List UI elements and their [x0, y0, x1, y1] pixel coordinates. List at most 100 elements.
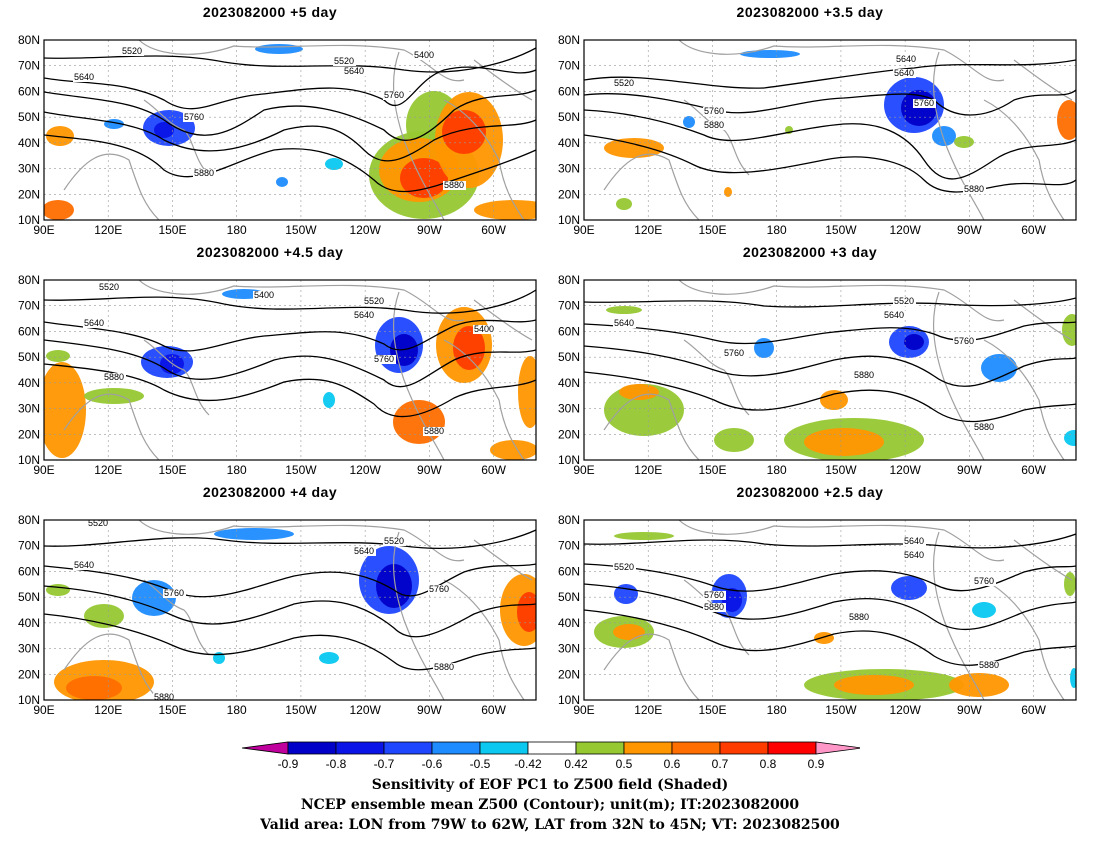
sensitivity-shade: [214, 528, 294, 540]
coastline: [932, 291, 985, 460]
coastline: [683, 339, 750, 416]
lon-tick-label: 180: [767, 463, 787, 477]
contour-label-bg: [423, 427, 446, 436]
contour-label: 5880: [964, 184, 984, 194]
sensitivity-shade: [490, 440, 536, 460]
contour-label: 5880: [104, 372, 124, 382]
lat-tick-label: 20N: [18, 667, 40, 681]
contour-label: 5760: [704, 106, 724, 116]
lon-tick-label: 90E: [573, 703, 594, 717]
sensitivity-shade: [319, 652, 339, 664]
sensitivity-shade: [255, 44, 303, 54]
sensitivity-shade: [84, 388, 144, 404]
z500-contour: [584, 609, 1076, 666]
lat-tick-label: 70N: [18, 299, 40, 313]
lat-tick-label: 60N: [18, 84, 40, 98]
lat-tick-label: 50N: [558, 590, 580, 604]
z500-contour: [44, 363, 536, 418]
sensitivity-shade: [954, 136, 974, 148]
colorbar-max-arrow: [815, 741, 860, 755]
lat-tick-label: 30N: [18, 642, 40, 656]
contour-label: 5760: [954, 336, 974, 346]
lat-tick-label: 40N: [558, 616, 580, 630]
sensitivity-shade: [814, 632, 834, 644]
contour-label-bg: [973, 423, 996, 432]
coastline: [138, 40, 465, 82]
map-svg: 5520 5640 5640 5760 5760 5880 5880 80N 70N 60N 50N…: [558, 273, 1077, 477]
contour-label-bg: [703, 591, 726, 600]
contour-label-bg: [87, 520, 110, 528]
contour-label: 5520: [334, 56, 354, 66]
colorbar-label: 0.42: [564, 757, 588, 771]
z500-contour: [44, 111, 536, 162]
lat-tick-label: 10N: [558, 453, 580, 467]
sensitivity-shade: [619, 384, 659, 400]
lon-tick-label: 60W: [481, 463, 506, 477]
lon-tick-label: 120W: [349, 703, 381, 717]
sensitivity-shade: [46, 126, 74, 146]
contour-label-bg: [373, 355, 396, 364]
contour-label: 5880: [154, 692, 174, 702]
caption-line-1: Sensitivity of EOF PC1 to Z500 field (Sh…: [371, 777, 729, 793]
lon-tick-label: 90W: [957, 463, 982, 477]
map-svg: 5520 5400552056405640576057605880588080N7…: [18, 33, 537, 237]
contour-label: 5760: [429, 584, 449, 594]
z500-contour: [44, 529, 536, 549]
sensitivity-shade: [614, 532, 674, 540]
lon-tick-label: 90W: [417, 463, 442, 477]
sensitivity-shade: [834, 675, 914, 695]
lat-tick-label: 20N: [558, 427, 580, 441]
lat-tick-label: 80N: [558, 513, 580, 527]
lat-tick-label: 60N: [18, 564, 40, 578]
colorbar-swatch: [767, 741, 817, 755]
sensitivity-shade: [614, 584, 638, 604]
lon-tick-label: 150W: [285, 223, 317, 237]
contour-label: 5520: [614, 562, 634, 572]
contour-label: 5400: [474, 324, 494, 334]
contour-label: 5760: [384, 90, 404, 100]
coastline: [1013, 539, 1073, 581]
sensitivity-shade: [276, 177, 288, 187]
contour-label-bg: [913, 99, 936, 108]
lon-tick-label: 150W: [285, 703, 317, 717]
lon-tick-label: 180: [767, 223, 787, 237]
contour-label: 5640: [884, 310, 904, 320]
contour-label-bg: [903, 537, 926, 546]
contour-label: 5640: [896, 54, 916, 64]
coastline: [603, 633, 700, 700]
contour-label-bg: [613, 319, 636, 328]
lat-tick-label: 10N: [18, 693, 40, 707]
contour-label: 5880: [434, 662, 454, 672]
lat-tick-label: 50N: [18, 590, 40, 604]
lon-tick-label: 120W: [889, 223, 921, 237]
lat-tick-label: 80N: [18, 33, 40, 47]
contour-label: 5640: [84, 318, 104, 328]
contour-label: 5760: [704, 590, 724, 600]
colorbar-min-arrow: [241, 741, 289, 755]
sensitivity-shade: [1064, 572, 1076, 596]
z500-contour: [584, 583, 1076, 631]
contour-label-bg: [433, 663, 456, 672]
coastline: [932, 51, 985, 220]
colorbar-label: -0.42: [514, 757, 542, 771]
contour-label-bg: [383, 91, 406, 100]
contour-label: 5880: [849, 612, 869, 622]
panel-title: 2023082000 +3 day: [742, 244, 878, 260]
lon-tick-label: 150E: [158, 463, 186, 477]
sensitivity-shade: [46, 350, 70, 362]
sensitivity-shade: [972, 602, 996, 618]
contour-label-bg: [83, 319, 106, 328]
coastline: [443, 579, 525, 700]
lon-tick-label: 90E: [33, 223, 54, 237]
sensitivity-shade: [981, 354, 1017, 382]
coastline: [983, 99, 1065, 220]
colorbar-label: 0.7: [712, 757, 729, 771]
contour-label: 5880: [704, 120, 724, 130]
lat-tick-label: 10N: [558, 693, 580, 707]
lon-tick-label: 180: [227, 703, 247, 717]
contour-label-bg: [703, 121, 726, 130]
coastline: [143, 99, 210, 176]
contour-label: 5880: [979, 660, 999, 670]
coastline: [392, 531, 445, 700]
contour-label: 5880: [444, 180, 464, 190]
